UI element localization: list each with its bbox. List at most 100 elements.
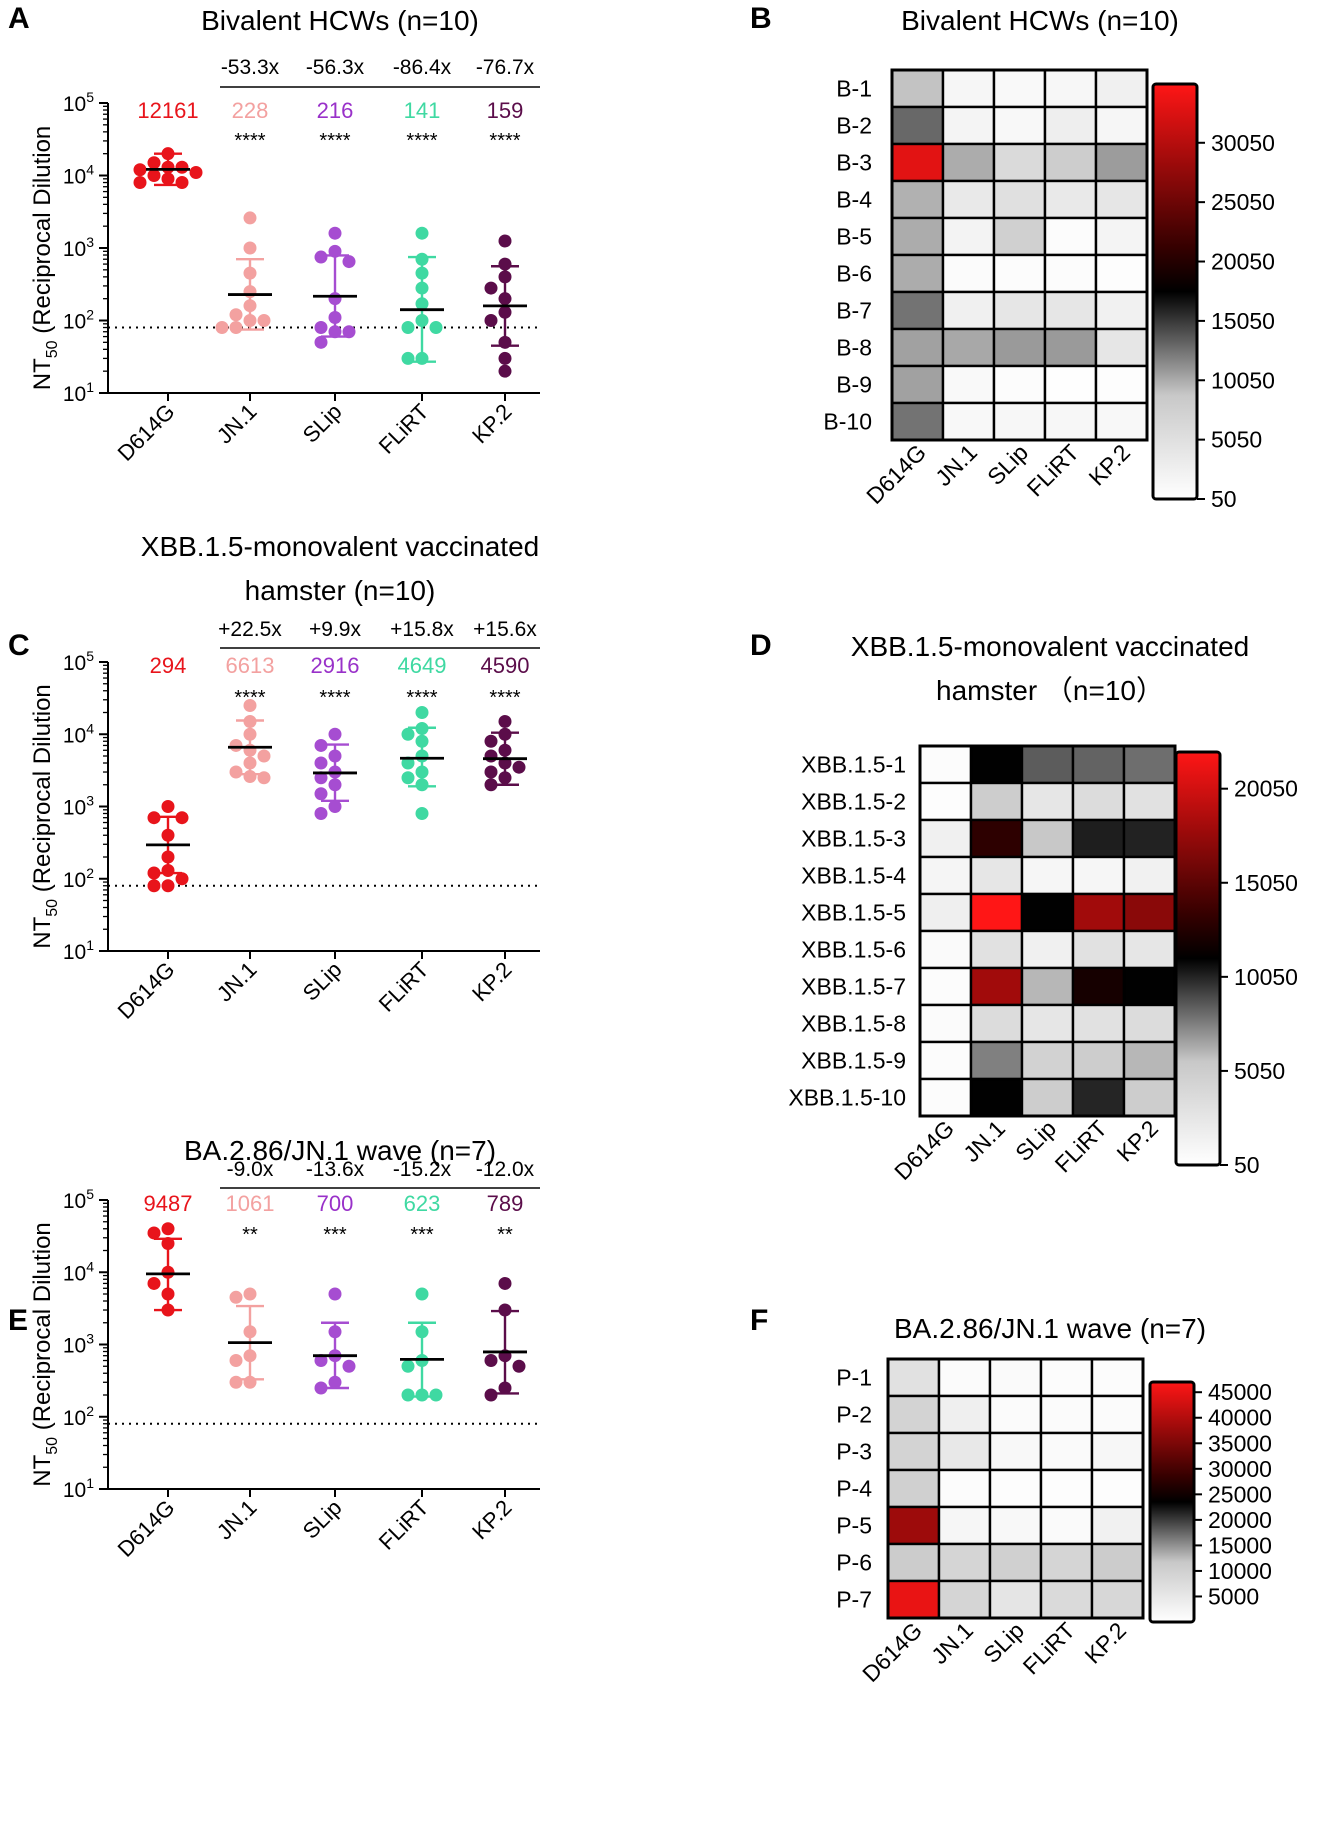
column-label: FLiRT (1050, 1115, 1112, 1177)
data-point (161, 1222, 175, 1236)
column-label: KP.2 (1079, 1617, 1131, 1669)
data-point (498, 305, 512, 319)
gmt-label: 2916 (311, 653, 360, 678)
heatmap-cell (890, 142, 945, 183)
heatmap-cell (992, 364, 1047, 405)
data-point (512, 1359, 526, 1373)
heatmap-cell (1020, 966, 1075, 1007)
heatmap-cell (988, 1431, 1043, 1472)
heatmap-panel-b: Bivalent HCWs (n=10) B-1 B-2 B-3 B-4 B-5 B-6 B-… (823, 5, 1275, 512)
heatmap-cell (1071, 781, 1126, 822)
gmt-label: 159 (487, 98, 524, 123)
fold-change-label: +15.6x (473, 618, 537, 641)
data-point (328, 778, 342, 792)
row-label: XBB.1.5-4 (801, 863, 906, 889)
gmt-label: 1061 (226, 1191, 275, 1216)
data-point (415, 314, 429, 327)
column-label: D614G (861, 439, 931, 509)
data-point (498, 270, 512, 284)
row-label: P-5 (836, 1513, 872, 1539)
heatmap-cell (1071, 1077, 1126, 1118)
heatmap-panel-d: XBB.1.5-monovalent vaccinated hamster （n=… (788, 631, 1298, 1185)
data-point (328, 1287, 342, 1301)
heatmap-cell (1071, 929, 1126, 970)
heatmap-cell (1090, 1394, 1145, 1435)
heatmap-cell (988, 1357, 1043, 1398)
heatmap-cell (1020, 929, 1075, 970)
data-point (314, 756, 328, 770)
data-point (147, 1276, 161, 1290)
colorbar-tick-label: 25050 (1211, 189, 1275, 215)
heatmap-cell (1043, 142, 1098, 183)
panel-letter-b: B (750, 2, 772, 35)
heatmap-cell (988, 1505, 1043, 1546)
y-tick-base: 10 (63, 166, 86, 189)
x-tick-label: SLip (298, 1495, 347, 1544)
colorbar-tick-label: 10050 (1234, 964, 1298, 990)
data-point (484, 281, 498, 295)
scatter-panel-e: BA.2.86/JN.1 wave (n=7)101102103104105NT… (29, 1135, 540, 1562)
gmt-label: 623 (404, 1191, 441, 1216)
y-label-rest: (Reciprocal Dilution (29, 1222, 56, 1437)
y-tick-exponent: 2 (86, 307, 94, 323)
panel-letter-e: E (8, 1304, 28, 1337)
data-point (498, 715, 512, 729)
data-point (229, 1354, 243, 1368)
gmt-label: 12161 (137, 98, 198, 123)
data-point (415, 749, 429, 763)
heatmap-cell (969, 1003, 1024, 1044)
heatmap-cell (969, 892, 1024, 933)
heatmap-cell (941, 216, 996, 257)
data-point (328, 292, 342, 306)
colorbar-tick-label: 45000 (1208, 1379, 1272, 1405)
scatter-panel-a: Bivalent HCWs (n=10)101102103104105NT50 … (29, 5, 540, 466)
heatmap-cell (937, 1468, 992, 1509)
heatmap-cell (1094, 142, 1149, 183)
heatmap-cell (1039, 1431, 1094, 1472)
data-point (243, 299, 257, 313)
y-tick-exponent: 3 (86, 1331, 94, 1347)
heatmap-cell (890, 68, 945, 109)
heatmap-cell (937, 1394, 992, 1435)
data-point (498, 743, 512, 757)
data-point (484, 1354, 498, 1368)
row-label: XBB.1.5-7 (801, 974, 906, 1000)
data-point (415, 1388, 429, 1402)
heatmap-cell (969, 855, 1024, 896)
data-point (415, 351, 429, 365)
row-label: B-10 (823, 409, 872, 435)
data-point (243, 743, 257, 757)
heatmap-cell (1043, 290, 1098, 331)
data-point (243, 727, 257, 741)
data-point (415, 807, 429, 821)
heatmap-cell (992, 179, 1047, 220)
data-point (401, 727, 415, 741)
y-tick-label: 103 (63, 1331, 94, 1358)
fold-change-label: -12.0x (476, 1158, 535, 1181)
y-tick-label: 105 (63, 648, 94, 675)
y-tick-label: 104 (63, 1258, 94, 1285)
heatmap-cell (1094, 253, 1149, 294)
significance-label: **** (319, 687, 350, 709)
row-label: P-7 (836, 1587, 872, 1613)
data-point (415, 778, 429, 792)
x-tick-label: D614G (113, 957, 180, 1024)
heatmap-panel-f: BA.2.86/JN.1 wave (n=7) P-1 P-2 P-3 P-4 P-5 P-… (836, 1313, 1272, 1687)
fold-change-label: -15.2x (393, 1158, 452, 1181)
y-tick-exponent: 2 (86, 1403, 94, 1419)
y-label-sub: 50 (44, 1437, 61, 1455)
colorbar-tick-label: 15000 (1208, 1532, 1272, 1558)
y-tick-base: 10 (63, 383, 86, 406)
heatmap-cell (1039, 1394, 1094, 1435)
chart-title: Bivalent HCWs (n=10) (901, 5, 1179, 36)
row-label: XBB.1.5-6 (801, 937, 906, 963)
heatmap-cell (941, 142, 996, 183)
heatmap-cell (886, 1505, 941, 1546)
data-point (161, 172, 175, 186)
fold-change-label: -86.4x (393, 56, 452, 79)
heatmap-cell (1094, 290, 1149, 331)
gmt-label: 789 (487, 1191, 524, 1216)
data-point (161, 1265, 175, 1279)
heatmap-cell (937, 1357, 992, 1398)
row-label: P-3 (836, 1439, 872, 1465)
